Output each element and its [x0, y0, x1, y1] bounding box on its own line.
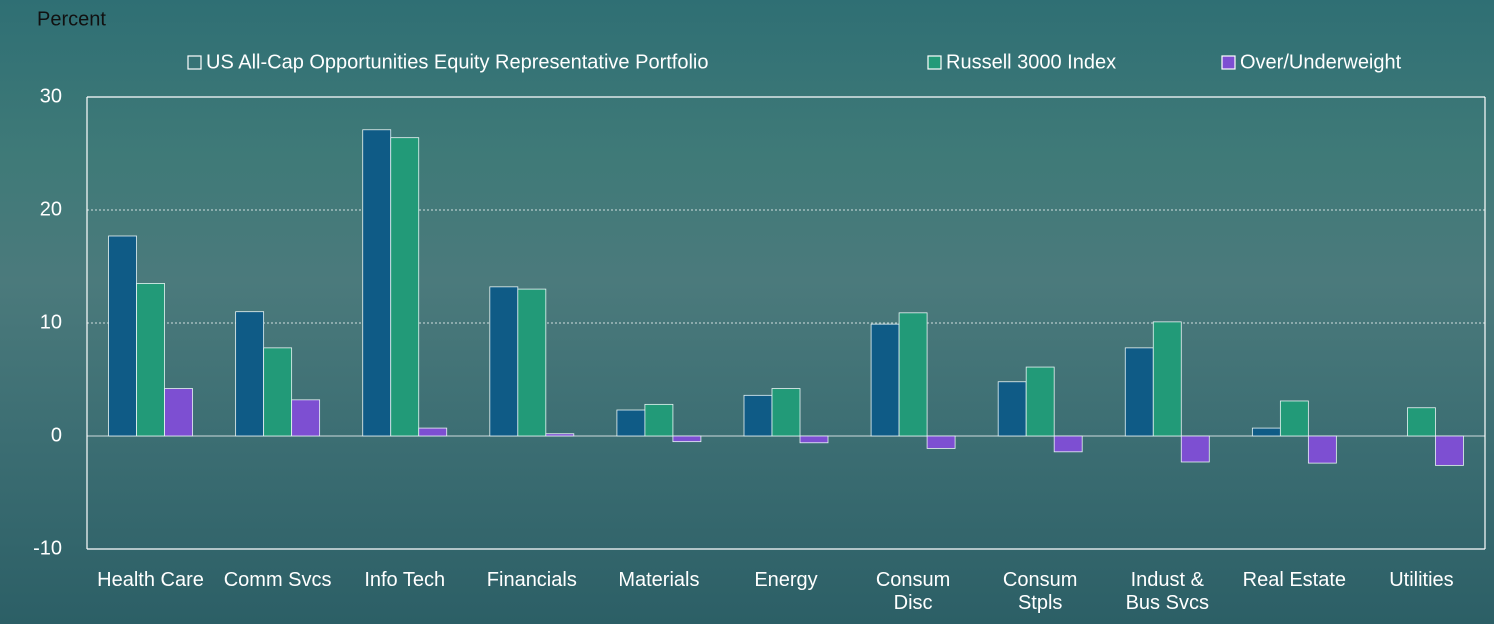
bar	[518, 289, 546, 436]
x-tick-label: Financials	[478, 569, 586, 592]
y-tick-label: 30	[40, 85, 62, 107]
bar	[391, 138, 419, 436]
x-tick-label: Materials	[605, 569, 713, 592]
y-axis-label: Percent	[37, 8, 106, 30]
bar	[998, 382, 1026, 436]
bar	[744, 395, 772, 436]
bar	[1181, 436, 1209, 462]
y-tick-label: -10	[33, 537, 62, 559]
bar	[927, 436, 955, 448]
x-tick-label: Consum Disc	[859, 569, 967, 615]
x-tick-label: Info Tech	[351, 569, 459, 592]
legend-label: Russell 3000 Index	[946, 51, 1116, 73]
bar	[419, 428, 447, 436]
bar	[546, 434, 574, 436]
x-tick-label: Indust & Bus Svcs	[1113, 569, 1221, 615]
bar	[490, 287, 518, 436]
legend-label: US All-Cap Opportunities Equity Represen…	[206, 51, 708, 73]
bar	[165, 389, 193, 436]
bar	[673, 436, 701, 442]
x-tick-label: Comm Svcs	[224, 569, 332, 592]
y-tick-label: 20	[40, 198, 62, 220]
x-tick-label: Utilities	[1367, 569, 1475, 592]
bar	[1280, 401, 1308, 436]
bar	[137, 283, 165, 436]
bar	[109, 236, 137, 436]
chart-page: Percent -10 0 10 20 30 US All-Cap Opportuniti…	[0, 0, 1494, 624]
bar	[292, 400, 320, 436]
bar	[1026, 367, 1054, 436]
bar	[1054, 436, 1082, 452]
bar	[1153, 322, 1181, 436]
bar	[363, 130, 391, 436]
bar	[1435, 436, 1463, 465]
bar	[871, 324, 899, 436]
bar	[264, 348, 292, 436]
bar	[800, 436, 828, 443]
x-tick-label: Health Care	[97, 569, 205, 592]
x-tick-label: Energy	[732, 569, 840, 592]
y-tick-label: 0	[51, 424, 62, 446]
bar	[772, 389, 800, 436]
bar	[899, 313, 927, 436]
bar	[1407, 408, 1435, 436]
bar	[236, 312, 264, 436]
x-tick-label: Consum Stpls	[986, 569, 1094, 615]
legend-label: Over/Underweight	[1240, 51, 1402, 73]
legend-swatch	[1222, 56, 1235, 69]
bar	[1252, 428, 1280, 436]
bar	[645, 404, 673, 436]
chart: Percent -10 0 10 20 30 US All-Cap Opportuniti…	[0, 0, 1494, 624]
x-tick-label: Real Estate	[1240, 569, 1348, 592]
bar	[1308, 436, 1336, 463]
bar	[617, 410, 645, 436]
y-tick-label: 10	[40, 311, 62, 333]
legend-swatch	[188, 56, 201, 69]
legend-swatch	[928, 56, 941, 69]
bar	[1125, 348, 1153, 436]
